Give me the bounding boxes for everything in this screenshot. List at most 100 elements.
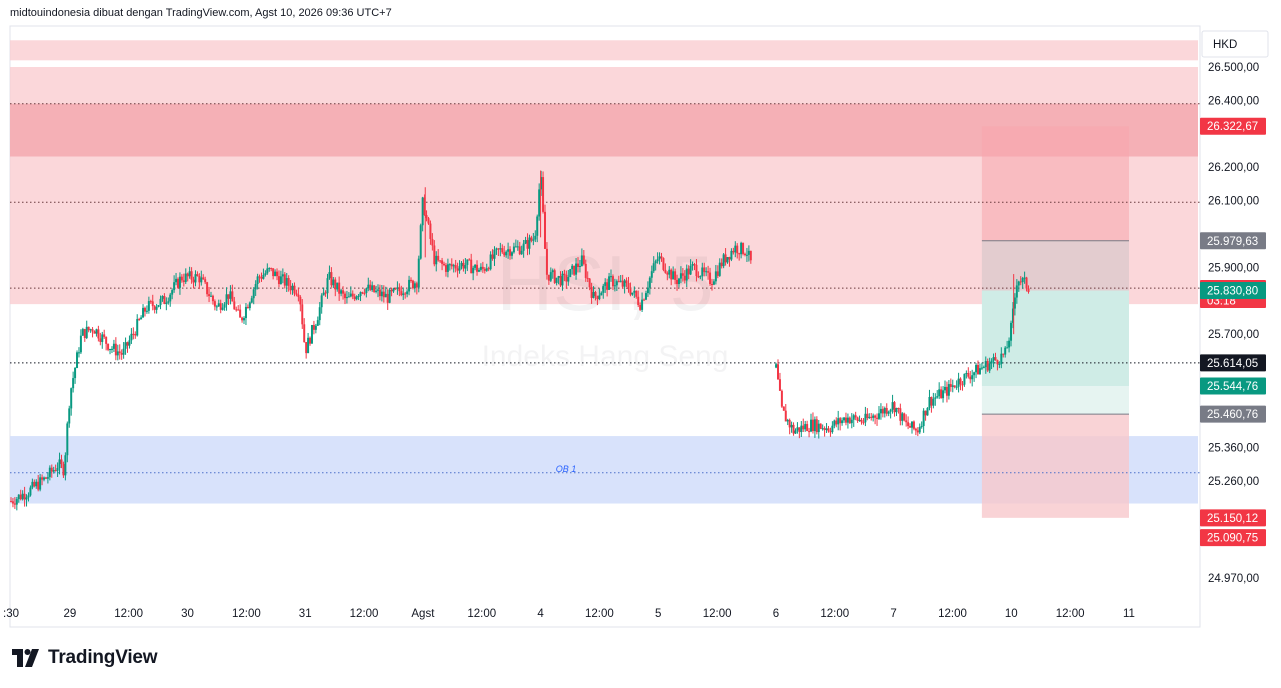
candle-body[interactable] <box>747 250 750 255</box>
candle-body[interactable] <box>262 274 265 279</box>
candle-body[interactable] <box>540 177 543 190</box>
candle-body[interactable] <box>1023 277 1026 279</box>
candle-body[interactable] <box>835 420 838 425</box>
candle-body[interactable] <box>945 386 948 396</box>
candle-body[interactable] <box>907 422 910 427</box>
candle-body[interactable] <box>928 396 931 408</box>
candle-body[interactable] <box>250 298 253 303</box>
candle-body[interactable] <box>336 282 339 290</box>
candle-body[interactable] <box>314 325 317 330</box>
candle-body[interactable] <box>413 283 416 289</box>
candle-body[interactable] <box>827 428 830 432</box>
candle-body[interactable] <box>345 297 348 299</box>
candle-body[interactable] <box>693 264 696 266</box>
candle-body[interactable] <box>860 419 863 423</box>
candle-body[interactable] <box>524 240 527 244</box>
candle-body[interactable] <box>105 336 108 344</box>
candle-body[interactable] <box>476 264 479 272</box>
candle-body[interactable] <box>324 292 327 294</box>
candle-body[interactable] <box>586 277 589 279</box>
candle-body[interactable] <box>454 265 457 269</box>
candle-body[interactable] <box>128 340 131 346</box>
candle-body[interactable] <box>301 304 304 325</box>
candle-body[interactable] <box>417 258 420 288</box>
candle-body[interactable] <box>584 263 587 278</box>
candle-body[interactable] <box>41 477 44 480</box>
candle-body[interactable] <box>656 259 659 262</box>
candle-body[interactable] <box>157 305 160 307</box>
candle-body[interactable] <box>334 279 337 290</box>
candle-body[interactable] <box>190 271 193 280</box>
candle-body[interactable] <box>846 417 849 423</box>
candle-body[interactable] <box>101 334 104 342</box>
candle-body[interactable] <box>617 281 620 283</box>
candle-body[interactable] <box>318 307 321 321</box>
candle-body[interactable] <box>353 296 356 300</box>
candle-body[interactable] <box>223 304 226 308</box>
candle-body[interactable] <box>227 294 230 299</box>
candle-body[interactable] <box>437 255 440 261</box>
candle-body[interactable] <box>514 246 517 248</box>
candle-body[interactable] <box>922 410 925 427</box>
candle-body[interactable] <box>844 417 847 423</box>
candle-body[interactable] <box>606 282 609 290</box>
candle-body[interactable] <box>330 272 333 286</box>
candle-body[interactable] <box>600 292 603 296</box>
candle-body[interactable] <box>79 335 82 353</box>
candle-body[interactable] <box>891 402 894 410</box>
candle-body[interactable] <box>573 265 576 275</box>
candle-body[interactable] <box>984 361 987 368</box>
candle-body[interactable] <box>1006 347 1009 349</box>
candle-body[interactable] <box>575 263 578 275</box>
candle-body[interactable] <box>743 253 746 255</box>
candle-body[interactable] <box>788 419 791 428</box>
candle-body[interactable] <box>97 329 100 339</box>
candle-body[interactable] <box>697 276 700 278</box>
candle-body[interactable] <box>307 337 310 354</box>
candle-body[interactable] <box>363 292 366 294</box>
candle-body[interactable] <box>217 303 220 307</box>
candle-body[interactable] <box>920 426 923 428</box>
candle-body[interactable] <box>980 367 983 369</box>
candle-body[interactable] <box>703 267 706 273</box>
candle-body[interactable] <box>279 276 282 285</box>
candle-body[interactable] <box>140 317 143 320</box>
candle-body[interactable] <box>112 343 115 349</box>
candle-body[interactable] <box>977 364 980 375</box>
candle-body[interactable] <box>450 264 453 267</box>
candle-body[interactable] <box>510 252 513 256</box>
candle-body[interactable] <box>124 342 127 349</box>
candle-body[interactable] <box>897 407 900 409</box>
candle-body[interactable] <box>76 352 79 368</box>
candle-body[interactable] <box>95 329 98 334</box>
candle-body[interactable] <box>815 419 818 433</box>
candle-body[interactable] <box>536 216 539 236</box>
candle-body[interactable] <box>1015 285 1018 298</box>
candle-body[interactable] <box>229 291 232 299</box>
candle-body[interactable] <box>299 296 302 305</box>
candle-body[interactable] <box>520 250 523 255</box>
candle-body[interactable] <box>577 263 580 267</box>
candle-body[interactable] <box>74 367 77 379</box>
candle-body[interactable] <box>192 279 195 283</box>
candle-body[interactable] <box>48 467 51 478</box>
candle-body[interactable] <box>29 487 32 496</box>
candle-body[interactable] <box>994 357 997 361</box>
candle-body[interactable] <box>1011 308 1014 323</box>
candle-body[interactable] <box>235 309 238 311</box>
candle-body[interactable] <box>639 304 642 310</box>
candle-body[interactable] <box>685 268 688 281</box>
candle-body[interactable] <box>56 468 59 471</box>
candle-body[interactable] <box>357 296 360 298</box>
candle-body[interactable] <box>213 301 216 307</box>
candle-body[interactable] <box>652 263 655 272</box>
candle-body[interactable] <box>37 481 40 490</box>
candle-body[interactable] <box>782 406 785 411</box>
candle-body[interactable] <box>588 278 591 288</box>
candle-body[interactable] <box>916 430 919 433</box>
candle-body[interactable] <box>780 390 783 407</box>
candle-body[interactable] <box>142 307 145 318</box>
candle-body[interactable] <box>944 386 947 391</box>
candle-body[interactable] <box>260 277 263 279</box>
candle-body[interactable] <box>485 268 488 271</box>
